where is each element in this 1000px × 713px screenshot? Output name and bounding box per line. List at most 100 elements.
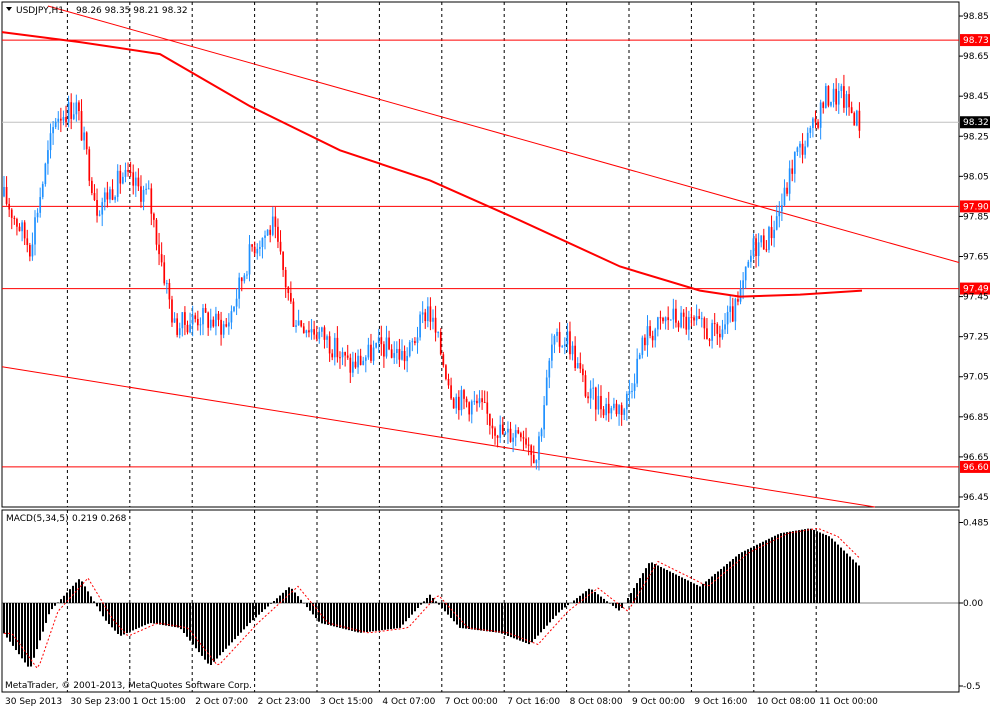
macd-label: MACD(5,34,5): [6, 514, 69, 524]
macd-bar: [48, 603, 50, 614]
candle-body: [181, 312, 183, 328]
candle-body: [445, 365, 447, 379]
candle-body: [171, 299, 173, 322]
candle-body: [437, 332, 439, 333]
macd-bar: [333, 603, 335, 626]
macd-bar: [615, 603, 617, 608]
macd-bar: [141, 603, 143, 626]
macd-values: 0.219 0.268: [72, 514, 127, 524]
candle-body: [422, 312, 424, 314]
candle-body: [373, 348, 375, 361]
candle-body: [846, 94, 848, 108]
candle-body: [468, 402, 470, 414]
macd-bar: [246, 603, 248, 626]
macd-bar: [573, 600, 575, 603]
candle-body: [450, 385, 452, 398]
macd-bar: [717, 571, 719, 603]
candle-body: [404, 351, 406, 361]
candle-body: [541, 429, 543, 436]
macd-bar: [186, 603, 188, 637]
macd-bar: [171, 603, 173, 627]
trendlines: [2, 6, 959, 507]
macd-bar: [543, 603, 545, 629]
macd-bar: [531, 603, 533, 642]
macd-bar: [537, 603, 539, 636]
candle-body: [264, 235, 266, 237]
candle-body: [272, 217, 274, 235]
candle-body: [246, 275, 248, 276]
macd-bar: [159, 603, 161, 625]
macd-bar: [477, 603, 479, 630]
candle-body: [556, 332, 558, 336]
candle-body: [334, 338, 336, 357]
macd-bar: [528, 603, 530, 644]
candle-body: [161, 254, 163, 262]
candle-body: [634, 384, 636, 391]
macd-bar: [534, 603, 536, 639]
candle-body: [484, 402, 486, 403]
candle-body: [145, 189, 147, 190]
macd-bar: [480, 603, 482, 631]
macd-bar: [156, 603, 158, 624]
macd-bar: [150, 603, 152, 623]
macd-bar: [468, 603, 470, 629]
candle-body: [342, 352, 344, 357]
candle-body: [494, 428, 496, 435]
macd-bar: [852, 560, 854, 603]
candle-body: [724, 324, 726, 329]
macd-bar: [444, 603, 446, 611]
macd-bar: [753, 546, 755, 603]
candle-body: [8, 204, 10, 210]
macd-bar: [12, 603, 14, 646]
candle-body: [479, 398, 481, 403]
macd-bar: [51, 603, 53, 609]
candle-body: [39, 197, 41, 213]
macd-bar: [516, 603, 518, 639]
macd-bar: [627, 598, 629, 603]
candle-body: [520, 433, 522, 437]
triangle-down-icon[interactable]: [6, 7, 12, 11]
candle-body: [34, 217, 36, 244]
symbol-label: USDJPY,H1: [16, 6, 64, 16]
candle-body: [26, 238, 28, 245]
candle-body: [269, 230, 271, 235]
macd-bar: [294, 592, 296, 603]
macd-bar: [177, 603, 179, 628]
candle-body: [228, 322, 230, 326]
macd-bar: [474, 603, 476, 630]
candle-body: [150, 188, 152, 213]
macd-bar: [198, 603, 200, 652]
candle-body: [166, 283, 168, 284]
macd-bar: [429, 595, 431, 603]
candle-body: [16, 219, 18, 227]
candle-body: [406, 356, 408, 361]
candle-body: [148, 188, 150, 189]
macd-bar: [330, 603, 332, 626]
candle-body: [525, 439, 527, 445]
level-tag-label: 96.60: [963, 463, 989, 473]
candle-body: [548, 361, 550, 378]
candle-body: [122, 177, 124, 184]
macd-bar: [126, 603, 128, 633]
candle-body: [517, 430, 519, 433]
candle-body: [701, 318, 703, 319]
candle-body: [499, 425, 501, 438]
candle-body: [587, 396, 589, 398]
x-tick-label: 4 Oct 07:00: [382, 697, 435, 707]
candle-body: [543, 405, 545, 429]
candle-body: [29, 245, 31, 256]
candle-body: [347, 356, 349, 358]
macd-bar: [315, 603, 317, 618]
macd-bar: [666, 570, 668, 603]
candle-body: [130, 172, 132, 173]
candle-body: [595, 388, 597, 410]
macd-bar: [153, 603, 155, 624]
candle-body: [649, 326, 651, 336]
candle-body: [409, 342, 411, 356]
macd-bar: [357, 603, 359, 632]
macd-bar: [750, 548, 752, 603]
candle-body: [399, 349, 401, 360]
macd-bar: [792, 531, 794, 603]
